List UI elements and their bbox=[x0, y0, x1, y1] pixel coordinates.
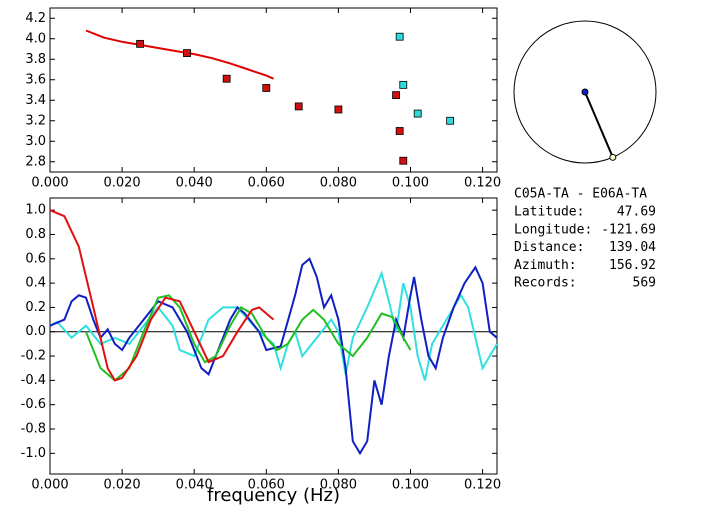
x-tick-label: 0.080 bbox=[320, 176, 357, 191]
y-tick-label: 3.2 bbox=[25, 113, 46, 128]
x-tick-label: 0.060 bbox=[248, 478, 285, 493]
info-value: 47.69 bbox=[617, 205, 656, 220]
y-tick-label: 3.8 bbox=[25, 52, 46, 67]
data-point bbox=[262, 84, 271, 92]
data-point bbox=[294, 102, 303, 111]
info-label: Latitude: bbox=[514, 205, 584, 220]
info-label: Distance: bbox=[514, 240, 584, 255]
data-line bbox=[49, 257, 498, 456]
azimuth-line bbox=[584, 91, 614, 158]
y-tick-label: 0.0 bbox=[25, 324, 46, 339]
y-tick-label: -0.4 bbox=[21, 373, 46, 388]
data-line bbox=[85, 294, 412, 382]
info-label: Longitude: bbox=[514, 222, 592, 237]
y-tick-label: -0.8 bbox=[21, 422, 46, 437]
station-b bbox=[609, 153, 617, 161]
y-tick-label: -0.6 bbox=[21, 397, 46, 412]
data-point bbox=[183, 49, 191, 57]
data-point bbox=[392, 91, 400, 100]
x-tick-label: 0.100 bbox=[392, 478, 429, 493]
y-tick-label: 0.8 bbox=[25, 227, 46, 242]
data-point bbox=[395, 127, 404, 135]
info-value: 156.92 bbox=[609, 258, 656, 273]
y-tick-label: 0.6 bbox=[25, 251, 46, 266]
data-line bbox=[85, 29, 274, 80]
x-tick-label: 0.080 bbox=[320, 478, 357, 493]
station-a bbox=[581, 88, 589, 96]
data-point bbox=[446, 116, 455, 125]
info-value: 569 bbox=[633, 276, 656, 291]
y-tick-label: 0.4 bbox=[25, 276, 46, 291]
data-point bbox=[334, 105, 343, 114]
x-axis-label: frequency (Hz) bbox=[207, 485, 340, 506]
y-tick-label: 2.8 bbox=[25, 154, 46, 169]
plot-frame bbox=[49, 197, 498, 475]
y-tick-label: 3.0 bbox=[25, 134, 46, 149]
x-tick-label: 0.040 bbox=[176, 478, 213, 493]
plot-frame bbox=[49, 7, 498, 173]
info-value: 139.04 bbox=[609, 240, 656, 255]
y-tick-label: 3.6 bbox=[25, 72, 46, 87]
y-tick-label: 3.4 bbox=[25, 93, 46, 108]
x-tick-label: 0.040 bbox=[176, 176, 213, 191]
data-point bbox=[399, 80, 408, 89]
x-tick-label: 0.060 bbox=[248, 176, 285, 191]
y-tick-label: -0.2 bbox=[21, 349, 46, 364]
x-tick-label: 0.120 bbox=[464, 478, 501, 493]
y-tick-label: -1.0 bbox=[21, 446, 46, 461]
x-tick-label: 0.120 bbox=[464, 176, 501, 191]
data-point bbox=[136, 39, 145, 48]
y-tick-label: 4.0 bbox=[25, 31, 46, 46]
y-tick-label: 1.0 bbox=[25, 203, 46, 218]
y-tick-label: 0.2 bbox=[25, 300, 46, 315]
data-line bbox=[49, 270, 498, 381]
data-point bbox=[395, 32, 404, 41]
x-tick-label: 0.000 bbox=[31, 478, 68, 493]
info-label: Records: bbox=[514, 276, 577, 291]
data-point bbox=[222, 74, 231, 83]
x-tick-label: 0.020 bbox=[103, 478, 140, 493]
azimuth-circle bbox=[513, 20, 657, 164]
data-line bbox=[49, 209, 275, 382]
data-point bbox=[399, 156, 408, 165]
x-tick-label: 0.000 bbox=[31, 176, 68, 191]
info-label: Azimuth: bbox=[514, 258, 577, 273]
x-tick-label: 0.100 bbox=[392, 176, 429, 191]
info-value: -121.69 bbox=[601, 222, 656, 237]
data-point bbox=[413, 109, 422, 118]
info-title: C05A-TA - E06A-TA bbox=[514, 187, 647, 202]
x-tick-label: 0.020 bbox=[103, 176, 140, 191]
y-tick-label: 4.2 bbox=[25, 11, 46, 26]
